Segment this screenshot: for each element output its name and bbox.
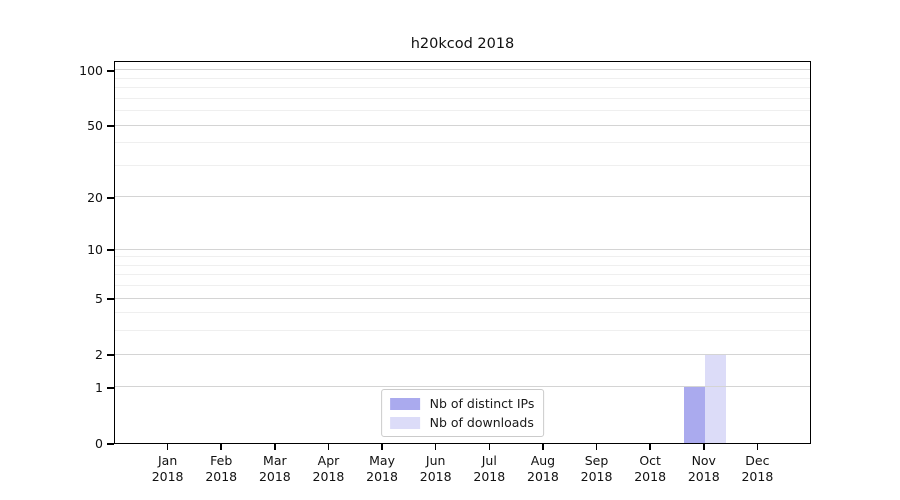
gridline-major-2 [115,353,810,355]
gridline-minor-80 [115,87,810,89]
plot-area: Nb of distinct IPs Nb of downloads [114,61,811,444]
y-axis-tick-mark [107,125,114,127]
major-gridlines-layer [115,62,810,443]
x-axis-tick-mark [756,444,759,450]
y-axis-tick-mark [107,249,114,251]
y-axis-tick-mark [107,197,114,199]
x-axis-tick-mark [434,444,437,450]
y-axis-tick-mark [107,387,114,389]
legend-swatch-downloads [389,416,420,429]
gridline-major-1 [115,386,810,388]
gridline-major-100 [115,69,810,71]
x-axis-tick-label-nov: Nov 2018 [687,453,720,484]
x-axis-tick-mark [327,444,330,450]
x-axis-tick-label-mar: Mar 2018 [258,453,291,484]
y-axis-tick-mark [107,70,114,72]
gridline-minor-90 [115,77,810,79]
x-axis-tick-mark [274,444,276,450]
gridline-minor-6 [115,285,810,287]
x-axis-tick-label-jul: Jul 2018 [473,453,506,484]
x-axis-tick-label-jun: Jun 2018 [419,453,452,484]
y-axis-tick-label-1: 1 [95,379,103,395]
y-axis-tick-label-0: 0 [95,436,103,451]
chart-title: h20kcod 2018 [410,36,515,52]
y-axis-tick-label-20: 20 [87,189,103,205]
gridline-minor-7 [115,274,810,276]
x-axis-tick-label-oct: Oct 2018 [634,453,667,484]
gridline-minor-60 [115,110,810,112]
gridline-minor-9 [115,256,810,258]
y-axis-tick-label-2: 2 [95,347,103,363]
x-axis-tick-label-dec: Dec 2018 [741,453,774,484]
chart-legend: Nb of distinct IPs Nb of downloads [380,389,545,437]
gridline-minor-30 [115,164,810,166]
x-axis-tick-mark [703,444,705,450]
bar-downloads-nov [704,354,726,443]
y-axis-tick-label-5: 5 [95,291,103,307]
x-axis-tick-mark [542,444,544,450]
bar-distinct-ips-nov [683,386,705,443]
legend-swatch-distinct-ips [389,397,420,410]
x-axis-tick-label-feb: Feb 2018 [205,453,238,484]
y-axis-tick-label-10: 10 [87,242,103,258]
legend-item-distinct-ips: Nb of distinct IPs [389,396,535,411]
y-axis-tick-mark [107,443,114,445]
gridline-minor-8 [115,264,810,266]
bars-layer [115,62,810,443]
x-axis-tick-mark [595,444,598,450]
gridline-minor-4 [115,312,810,314]
x-axis-tick-label-aug: Aug 2018 [527,453,559,484]
gridline-major-50 [115,124,810,126]
minor-gridlines-layer [115,62,810,443]
x-axis-tick-mark [381,444,383,450]
x-axis-tick-mark [166,444,169,450]
legend-label-downloads: Nb of downloads [429,415,534,430]
x-axis-tick-label-apr: Apr 2018 [312,453,345,484]
y-axis-tick-label-50: 50 [87,118,103,134]
x-axis-tick-mark [220,444,222,450]
x-axis-tick-mark [488,444,491,450]
legend-item-downloads: Nb of downloads [389,415,535,430]
gridline-major-20 [115,196,810,198]
y-axis-tick-label-100: 100 [79,62,103,78]
y-axis-tick-mark [107,354,114,356]
gridline-major-5 [115,297,810,299]
gridline-minor-3 [115,330,810,332]
y-axis-tick-mark [107,298,114,300]
x-axis-tick-label-may: May 2018 [366,453,398,484]
x-axis-tick-label-jan: Jan 2018 [151,453,184,484]
legend-label-distinct-ips: Nb of distinct IPs [429,396,535,411]
gridline-minor-70 [115,97,810,99]
x-axis-tick-label-sep: Sep 2018 [580,453,613,484]
gridline-major-10 [115,248,810,250]
gridline-minor-40 [115,142,810,144]
x-axis-tick-mark [649,444,651,450]
